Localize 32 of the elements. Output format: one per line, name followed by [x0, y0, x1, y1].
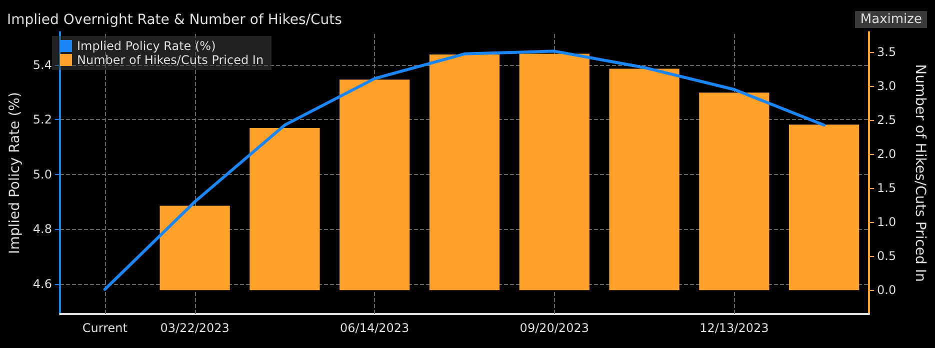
y-tick-label: 5.2: [32, 112, 52, 127]
y2-tick-label: 3.0: [877, 78, 896, 93]
y-axis-title: Implied Policy Rate (%): [7, 92, 23, 254]
y2-tick-label: 3.5: [877, 44, 896, 59]
y-tick-label: 5.4: [32, 58, 52, 72]
y2-tick-label: 1.5: [877, 180, 896, 195]
x-tick-label: 12/13/2023: [700, 321, 769, 335]
y2-tick-label: 0.5: [877, 249, 896, 264]
x-tick-label: 03/22/2023: [160, 321, 230, 335]
x-tick-label: Current: [82, 321, 128, 335]
bar: [429, 54, 500, 290]
y2-tick-label: 2.0: [877, 146, 896, 161]
y2-tick-label: 1.0: [877, 215, 896, 230]
y-tick-label: 5.0: [32, 167, 52, 182]
legend-label: Number of Hikes/Cuts Priced In: [77, 53, 264, 67]
bar: [699, 92, 770, 290]
y2-tick-label: 0.0: [877, 283, 896, 298]
y2-axis-title: Number of Hikes/Cuts Priced In: [912, 64, 928, 282]
x-tick-label: 06/14/2023: [340, 321, 410, 335]
legend-label: Implied Policy Rate (%): [77, 39, 216, 53]
y2-tick-label: 2.5: [877, 112, 896, 127]
y-tick-label: 4.8: [32, 222, 52, 236]
x-tick-label: 09/20/2023: [520, 321, 589, 335]
bar: [609, 68, 680, 290]
y-tick-label: 4.6: [32, 276, 52, 291]
maximize-button: Maximize: [855, 11, 927, 28]
chart-title: Implied Overnight Rate & Number of Hikes/Cuts: [7, 12, 342, 28]
bar: [340, 80, 410, 290]
bar: [788, 124, 860, 290]
bar: [250, 128, 320, 290]
bar: [519, 54, 590, 290]
bar: [160, 206, 230, 290]
